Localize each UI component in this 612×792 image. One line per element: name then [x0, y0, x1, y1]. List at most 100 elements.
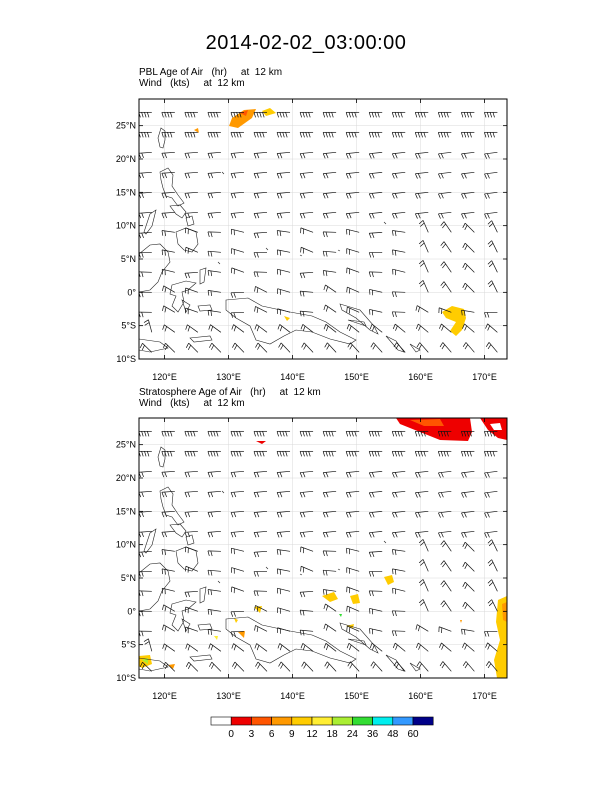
lat-label: 15°N	[116, 506, 136, 516]
wind-barb	[139, 111, 152, 118]
wind-barb	[277, 607, 291, 614]
wind-barb	[392, 249, 406, 256]
wind-barb	[185, 626, 198, 634]
wind-barb	[484, 470, 498, 478]
wind-barb	[230, 171, 244, 179]
wind-barb	[207, 250, 221, 257]
wind-barb	[207, 450, 221, 457]
wind-barb	[161, 450, 175, 457]
wind-barb	[440, 540, 452, 552]
wind-barb	[391, 191, 406, 199]
panel1-latitude-labels: 25°N 20°N 15°N 10°N 5°N 0° 5°S 10°S	[116, 121, 137, 364]
wind-barb	[185, 307, 198, 315]
wind-barb	[209, 342, 222, 353]
colorbar-label: 48	[387, 729, 399, 740]
wind-barb	[368, 251, 383, 258]
wind-barb	[461, 530, 475, 538]
wind-barb	[414, 111, 429, 118]
wind-barb	[185, 287, 198, 295]
wind-barb	[414, 430, 429, 437]
wind-barb	[484, 430, 498, 437]
wind-barb	[487, 559, 498, 572]
wind-barb	[347, 342, 360, 353]
wind-barb	[299, 430, 314, 437]
wind-barb	[345, 450, 360, 457]
wind-barb	[253, 530, 268, 538]
wind-barb	[207, 589, 221, 596]
wind-barb	[345, 211, 360, 219]
wind-barb	[484, 171, 498, 179]
wind-barb	[484, 311, 498, 318]
wind-barb	[184, 430, 198, 437]
wind-barb	[253, 550, 268, 558]
wind-barb	[230, 311, 244, 318]
wind-barb	[438, 530, 452, 538]
wind-barb	[139, 430, 152, 437]
wind-barb	[322, 111, 337, 118]
panel1-longitude-labels: 120°E 130°E 140°E 150°E 160°E 170°E	[152, 372, 497, 382]
wind-barb	[230, 450, 244, 457]
wind-barb	[277, 308, 291, 315]
wind-barb	[185, 342, 199, 353]
wind-barb	[461, 131, 475, 138]
wind-barb	[322, 270, 337, 277]
colorbar-swatch	[352, 716, 373, 726]
wind-barb	[322, 151, 337, 159]
wind-barb	[278, 342, 291, 353]
wind-barb	[369, 628, 383, 635]
colorbar-swatch	[210, 716, 232, 726]
wind-barb	[393, 661, 406, 672]
wind-barb	[299, 171, 314, 179]
wind-barb	[418, 220, 429, 233]
wind-barb	[415, 490, 429, 498]
wind-barb	[207, 131, 221, 138]
wind-barb	[462, 581, 475, 592]
wind-barb	[438, 211, 452, 219]
wind-barb	[161, 111, 175, 118]
wind-barb	[462, 242, 475, 253]
wind-barb	[485, 342, 498, 353]
lat-label: 20°N	[116, 473, 136, 483]
wind-barb	[323, 284, 337, 293]
wind-barb	[230, 530, 244, 538]
wind-barb	[253, 490, 268, 498]
panel2-longitude-labels: 120°E 130°E 140°E 150°E 160°E 170°E	[152, 691, 497, 701]
wind-barb	[439, 342, 452, 353]
lat-label: 10°S	[116, 673, 136, 683]
wind-barb	[418, 539, 429, 552]
wind-barb	[346, 323, 360, 333]
wind-barb	[184, 171, 198, 179]
wind-barb	[184, 530, 198, 538]
wind-barb	[184, 191, 198, 199]
wind-barb	[300, 643, 314, 652]
wind-barb	[440, 560, 452, 572]
wind-barb	[230, 610, 244, 617]
wind-barb	[230, 510, 244, 518]
wind-barb	[161, 470, 175, 478]
wind-barb	[440, 281, 452, 293]
wind-barb	[438, 307, 452, 315]
wind-barb	[368, 550, 383, 558]
wind-barb	[345, 470, 360, 478]
wind-barb	[418, 260, 429, 273]
lon-label: 170°E	[472, 372, 497, 382]
wind-barb	[418, 280, 429, 293]
lat-label: 5°N	[121, 254, 136, 264]
wind-barb	[322, 490, 337, 498]
wind-barb	[368, 171, 383, 179]
wind-barb	[139, 662, 153, 672]
wind-barb	[253, 131, 267, 138]
wind-barb	[207, 111, 221, 118]
wind-barb	[162, 643, 176, 652]
wind-barb	[324, 661, 337, 672]
lon-label: 120°E	[152, 691, 177, 701]
wind-barb	[232, 342, 245, 353]
wind-barb	[207, 191, 221, 199]
panel1-field-title: PBL Age of Air (hr) at 12 km	[139, 67, 283, 78]
wind-barb	[345, 191, 360, 199]
panel2-wind-barbs	[139, 430, 498, 672]
wind-barb	[254, 625, 268, 632]
wind-barb	[184, 111, 198, 118]
wind-barb	[207, 211, 221, 219]
lon-label: 170°E	[472, 691, 497, 701]
